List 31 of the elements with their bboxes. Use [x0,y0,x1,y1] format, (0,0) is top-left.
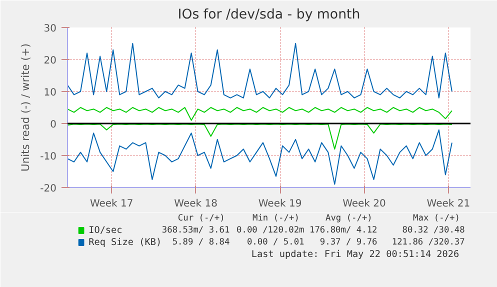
text: 0.00 / 5.01 [246,238,304,248]
line-series [68,129,452,185]
x-tick-label: Week 21 [426,198,470,210]
text: 121.86 /320.37 [392,238,465,248]
x-tick-label: Week 20 [342,198,386,210]
text: Max (-/+) [413,214,460,224]
y-tick-label: -10 [40,152,57,162]
text: 80.32 /30.48 [402,226,465,236]
text: 5.89 / 8.84 [172,238,230,248]
text: 0.00 /120.02m [236,226,304,236]
y-axis-title: Units read (-) / write (+) [19,44,32,172]
y-tick-label: 10 [44,88,57,98]
y-tick-label: 0 [50,120,57,130]
legend-label: IO/sec [88,225,122,236]
text: Last update: Fri May 22 00:51:14 2026 [251,249,460,260]
y-tick-label: 20 [44,56,57,66]
line-series [68,43,452,98]
text: Avg (-/+) [325,214,372,224]
y-tick-label: -20 [40,184,57,194]
text: Cur (-/+) [178,214,225,224]
text: Min (-/+) [252,214,300,224]
chart-title: IOs for /dev/sda - by month [178,8,360,22]
text: 9.37 / 9.76 [320,238,378,248]
y-tick-label: 30 [44,24,57,34]
line-series [68,107,452,121]
x-tick-label: Week 18 [174,198,218,210]
legend-label: Req Size (KB) [88,237,162,248]
text: 176.80m/ 4.12 [310,226,378,236]
text: 368.53m/ 3.61 [162,226,230,236]
x-tick-label: Week 19 [258,198,302,210]
x-tick-label: Week 17 [90,198,134,210]
